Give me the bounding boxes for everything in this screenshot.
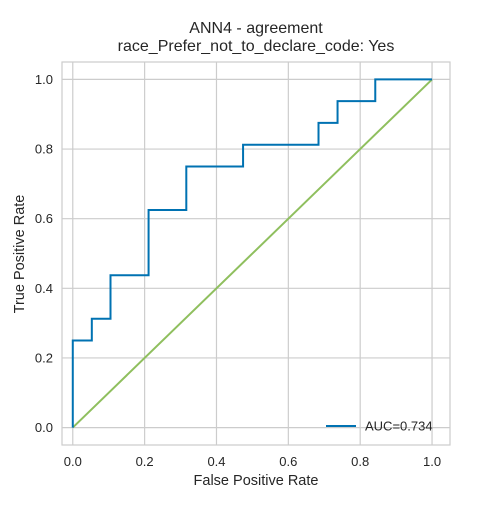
legend: AUC=0.734 bbox=[326, 419, 433, 434]
random-guess-line bbox=[72, 78, 433, 429]
y-tick-label: 0.6 bbox=[35, 211, 53, 226]
y-tick-label: 0.4 bbox=[35, 281, 53, 296]
x-tick-label: 0.2 bbox=[136, 454, 154, 469]
x-tick-label: 1.0 bbox=[423, 454, 441, 469]
grid bbox=[62, 62, 450, 445]
x-tick-label: 0.4 bbox=[207, 454, 225, 469]
plot-area bbox=[61, 61, 451, 446]
x-axis-label: False Positive Rate bbox=[194, 473, 319, 489]
roc-curve-line bbox=[71, 78, 433, 428]
x-tick-label: 0.8 bbox=[351, 454, 369, 469]
chart-title: ANN4 - agreement bbox=[189, 20, 323, 37]
y-axis-ticks: 0.0 0.2 0.4 0.6 0.8 1.0 bbox=[35, 72, 53, 435]
x-axis-ticks: 0.0 0.2 0.4 0.6 0.8 1.0 bbox=[64, 454, 441, 469]
x-tick-label: 0.6 bbox=[279, 454, 297, 469]
x-tick-label: 0.0 bbox=[64, 454, 82, 469]
y-tick-label: 1.0 bbox=[35, 72, 53, 87]
y-tick-label: 0.0 bbox=[35, 420, 53, 435]
plot-frame bbox=[61, 61, 451, 446]
y-axis-label: True Positive Rate bbox=[12, 195, 28, 314]
legend-label: AUC=0.734 bbox=[365, 419, 433, 434]
y-tick-label: 0.2 bbox=[35, 350, 53, 365]
chart-subtitle: race_Prefer_not_to_declare_code: Yes bbox=[118, 38, 395, 55]
y-tick-label: 0.8 bbox=[35, 142, 53, 157]
data-lines bbox=[71, 78, 433, 429]
